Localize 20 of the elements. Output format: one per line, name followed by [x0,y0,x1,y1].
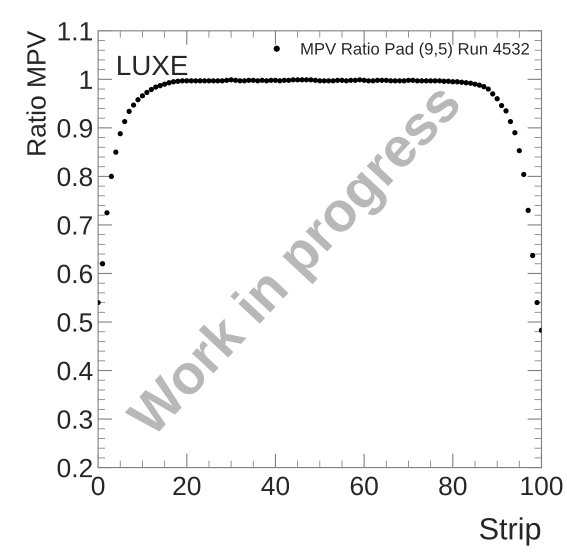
y-tick-label: 0.5 [58,313,92,332]
x-axis-title: Strip [480,517,540,546]
y-tick-label: 0.3 [58,410,92,429]
y-tick-label: 0.9 [58,119,92,138]
x-tick-label: 20 [173,476,200,496]
x-tick-label: 0 [92,476,104,496]
y-tick-label: 0.7 [58,216,92,235]
x-tick-label: 60 [350,476,378,496]
y-tick-label: 0.8 [58,168,92,186]
y-tick-label: 1 [80,70,92,89]
x-tick-label: 100 [521,476,562,496]
y-axis-title: Ratio MPV [26,30,46,155]
y-tick-label: 0.4 [58,362,92,380]
legend-label: MPV Ratio Pad (9,5) Run 4532 [301,42,529,58]
x-tick-label: 40 [261,476,290,496]
y-tick-label: 0.6 [58,264,92,284]
y-tick-label: 0.2 [58,458,92,478]
y-tick-label: 1.1 [58,22,92,40]
annotation: LUXE [118,56,188,76]
x-tick-label: 80 [439,476,466,496]
